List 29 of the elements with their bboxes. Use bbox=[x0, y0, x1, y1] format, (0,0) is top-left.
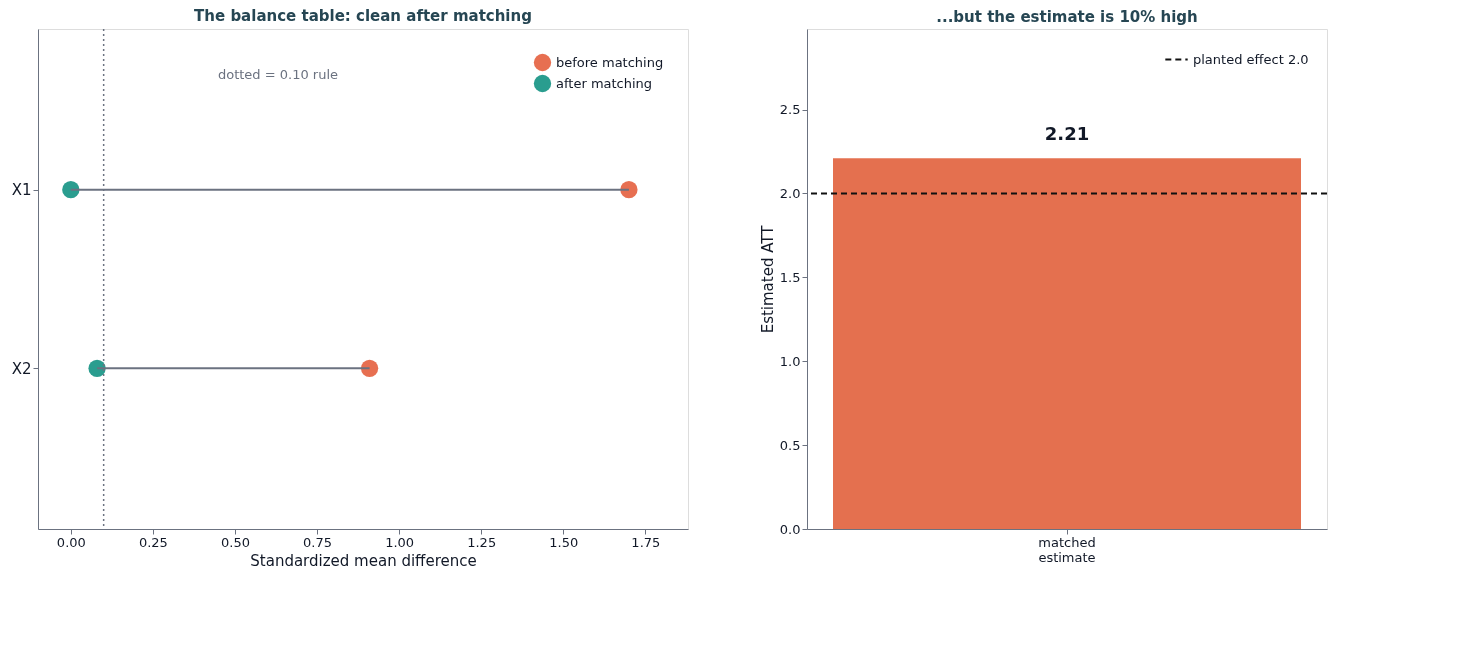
y-tick-label: 2.0 bbox=[779, 185, 801, 201]
x-axis-title: Standardized mean difference bbox=[250, 551, 477, 570]
y-tick-label: 0.5 bbox=[779, 437, 801, 453]
data-label: 2.21 bbox=[1044, 123, 1090, 145]
legend-label: before matching bbox=[556, 54, 664, 70]
y-tick-label: 1.5 bbox=[779, 269, 801, 285]
y-tick-label: 0.0 bbox=[779, 521, 801, 537]
y-tick-label: 1.0 bbox=[779, 353, 801, 369]
y-tick-label: X2 bbox=[11, 359, 32, 378]
y-tick-label: X1 bbox=[11, 181, 32, 200]
annotation: dotted = 0.10 rule bbox=[217, 67, 339, 82]
chart-title: The balance table: clean after matching bbox=[194, 7, 532, 26]
y-axis-title: Estimated ATT bbox=[758, 224, 777, 334]
point bbox=[62, 181, 80, 199]
x-tick-label: 1.50 bbox=[549, 534, 579, 550]
x-tick-label: 0.25 bbox=[138, 534, 168, 550]
legend-label: after matching bbox=[556, 75, 653, 91]
x-tick-label: 1.00 bbox=[385, 534, 415, 550]
y-tick-label: 2.5 bbox=[779, 102, 801, 118]
x-tick-label: 1.25 bbox=[467, 534, 497, 550]
x-tick-label: 0.00 bbox=[56, 534, 86, 550]
x-tick-label: matched estimate bbox=[1038, 534, 1096, 565]
chart-title: ...but the estimate is 10% high bbox=[936, 8, 1198, 26]
point bbox=[620, 181, 638, 199]
point bbox=[360, 359, 379, 377]
x-tick-label: 1.75 bbox=[631, 534, 661, 550]
legend-label: planted effect 2.0 bbox=[1193, 51, 1309, 67]
x-tick-label: 0.50 bbox=[220, 534, 250, 550]
x-tick-label: 0.75 bbox=[303, 534, 333, 550]
